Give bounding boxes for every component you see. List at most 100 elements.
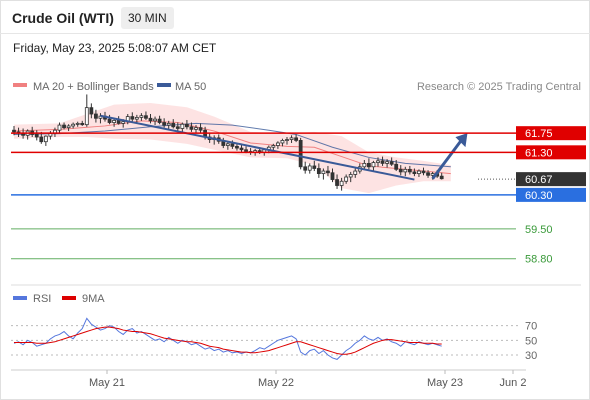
candle-body	[275, 142, 280, 146]
level-target: 58.80	[11, 254, 553, 266]
timestamp: Friday, May 23, 2025 5:08:07 AM CET	[13, 41, 217, 55]
candle-body	[130, 116, 135, 120]
x-tick-label: Jun 2	[500, 377, 527, 389]
candle	[417, 169, 421, 178]
candle-body	[57, 124, 62, 131]
resistance-label: 61.75	[525, 128, 553, 140]
candle-body	[326, 170, 330, 174]
candle	[339, 177, 344, 191]
candle-body	[112, 120, 116, 123]
x-tick-label: May 22	[258, 377, 294, 389]
x-axis-ticks: May 21 May 22 May 23 Jun 2	[89, 370, 527, 389]
candle	[71, 122, 76, 129]
resistance-label: 61.30	[525, 147, 553, 159]
candle	[148, 114, 153, 124]
candle-body	[335, 179, 339, 186]
timeframe-badge[interactable]: 30 MIN	[121, 7, 174, 29]
candle	[275, 141, 280, 149]
candle	[66, 124, 71, 132]
candle-body	[194, 127, 198, 130]
rsi-legend-swatch	[13, 296, 27, 300]
resistance-label-bg	[516, 145, 586, 160]
candle-body	[330, 172, 335, 180]
candle	[280, 138, 285, 147]
candle	[239, 144, 244, 153]
candle-body	[43, 135, 48, 143]
candle-body	[235, 145, 239, 149]
candle-body	[134, 117, 139, 120]
rsi-ma-legend-label: 9MA	[82, 293, 105, 305]
candle	[57, 122, 62, 133]
candle-body	[198, 127, 203, 131]
candle-body	[84, 107, 89, 126]
rsi-ma-line	[14, 326, 442, 355]
forecast-arrow-shaft	[431, 139, 463, 180]
candle-body	[153, 118, 157, 122]
candle	[75, 121, 80, 127]
rsi-tick-label: 30	[525, 350, 537, 362]
support-label-bg	[516, 187, 586, 202]
rsi-legend-label: RSI	[33, 293, 51, 305]
candle	[398, 165, 403, 176]
candle-body	[298, 140, 303, 168]
candle	[312, 160, 317, 172]
candle-body	[426, 172, 430, 176]
candle	[298, 137, 303, 170]
candle-body	[62, 124, 66, 129]
candle-body	[157, 118, 162, 123]
candle	[153, 116, 157, 126]
candle	[426, 170, 430, 178]
candle-body	[116, 120, 121, 124]
forecast-arrow-head	[455, 133, 468, 148]
candle	[107, 114, 112, 125]
candle-body	[376, 160, 380, 163]
candle-body	[162, 122, 167, 126]
candle-body	[303, 166, 308, 171]
candle-body	[71, 123, 76, 127]
target-label: 58.80	[525, 254, 553, 266]
candle-body	[166, 122, 171, 126]
trendline	[100, 114, 415, 181]
candle	[62, 122, 66, 130]
candle	[389, 157, 394, 166]
ma50-legend-label: MA 50	[175, 81, 206, 93]
ma20-line	[13, 120, 451, 175]
candle	[198, 123, 203, 133]
x-tick-label: May 23	[427, 377, 463, 389]
rsi-tick-label: 70	[525, 321, 537, 333]
candle-body	[148, 117, 153, 122]
rsi-ma-legend-swatch	[62, 296, 76, 300]
candle-body	[321, 170, 326, 175]
candle	[403, 166, 408, 177]
candle	[285, 137, 289, 145]
candle	[130, 112, 135, 123]
ma20-legend-swatch	[13, 83, 27, 87]
candle	[166, 120, 171, 130]
rsi-line	[13, 317, 442, 360]
candle	[294, 134, 299, 143]
candle	[421, 167, 426, 176]
candle	[162, 118, 167, 128]
current-price-label: 60.67	[525, 174, 553, 186]
candle	[175, 122, 180, 132]
candle-body	[189, 126, 194, 130]
candle-body	[144, 115, 148, 119]
candle-body	[307, 165, 312, 171]
candle-body	[289, 137, 294, 140]
candle	[144, 111, 148, 120]
candle-body	[171, 122, 176, 128]
candle	[189, 122, 194, 132]
candle-body	[407, 168, 412, 173]
candle-body	[380, 160, 385, 164]
candle	[303, 161, 308, 174]
candle-body	[94, 113, 98, 119]
candle	[321, 168, 326, 180]
candle-body	[362, 162, 367, 168]
candle-body	[280, 140, 285, 144]
candle	[307, 163, 312, 174]
candle-body	[339, 180, 344, 186]
candle	[84, 94, 89, 127]
candle-body	[394, 163, 399, 170]
candle	[112, 118, 116, 127]
